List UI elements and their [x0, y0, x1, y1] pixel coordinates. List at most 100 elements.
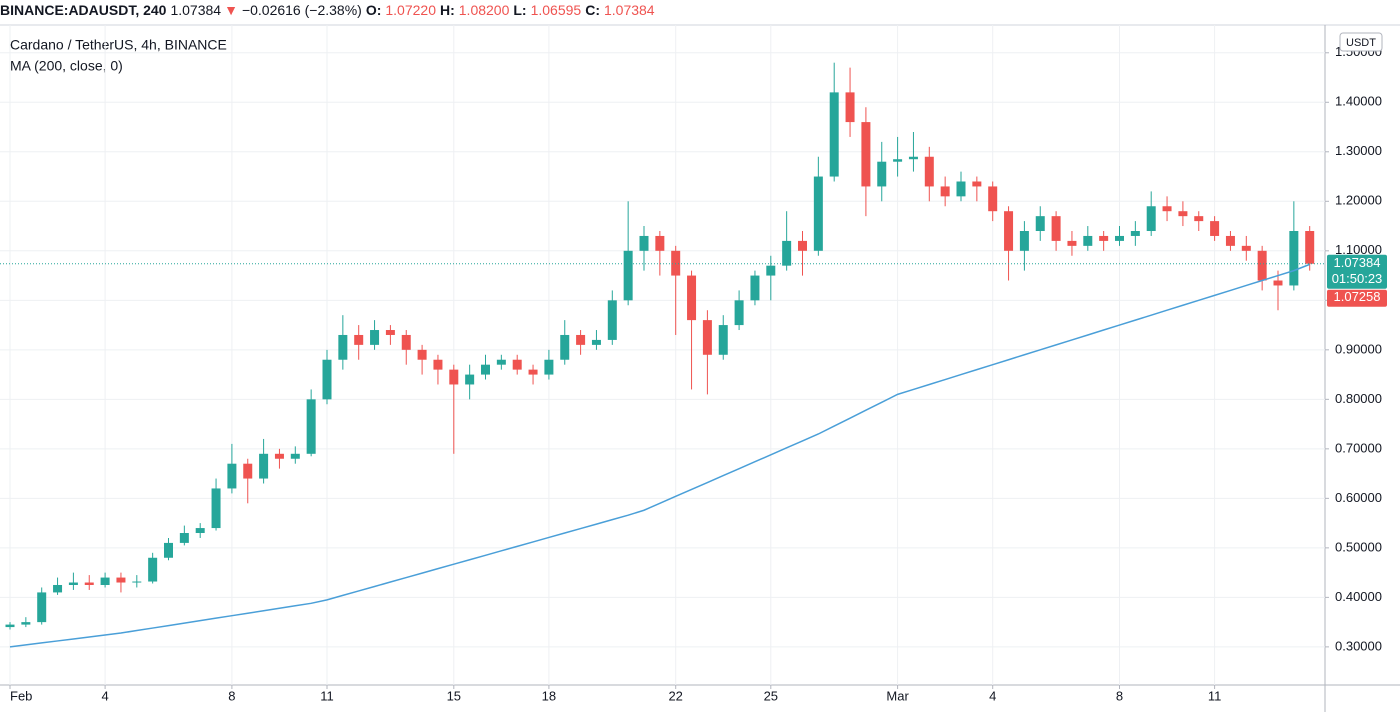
candle-body [829, 92, 839, 177]
ma-legend: MA (200, close, 0) [10, 58, 123, 74]
header-item: C: [585, 2, 600, 18]
candle-body [1004, 211, 1014, 251]
candle-body [639, 235, 649, 251]
candle-body [148, 557, 158, 582]
candle-body [734, 300, 744, 326]
candle-body [718, 325, 728, 355]
header-item: ▼ [224, 2, 238, 18]
y-tick-label: 0.50000 [1335, 539, 1382, 554]
candle-body [449, 369, 459, 385]
x-tick-label: Mar [886, 688, 909, 703]
candle-body [623, 250, 633, 301]
candle-body [21, 622, 31, 625]
countdown-label: 01:50:23 [1332, 271, 1383, 286]
candle-body [1178, 211, 1188, 217]
candle-body [179, 533, 189, 543]
header-item: −0.02616 (−2.38%) [242, 2, 362, 18]
candle-body [877, 161, 887, 187]
candle-body [560, 334, 570, 360]
candle-body [354, 334, 364, 345]
header-item: 1.07220 [385, 2, 436, 18]
candle-body [1115, 235, 1124, 241]
candle-body [988, 186, 998, 212]
candle-body [1210, 221, 1220, 236]
candle-body [1194, 216, 1204, 222]
candle-body [544, 359, 554, 375]
x-tick-label: 4 [101, 688, 108, 703]
candle-body [274, 453, 284, 459]
candle-body [433, 359, 443, 370]
candle-body [1257, 250, 1267, 281]
candle-body [893, 159, 903, 162]
candle-body [908, 156, 918, 160]
candle-body [671, 250, 681, 276]
y-tick-label: 1.40000 [1335, 94, 1382, 109]
x-tick-label: 22 [668, 688, 682, 703]
last-price-tag [1327, 254, 1387, 289]
header-item: BINANCE:ADAUSDT, 240 [0, 2, 167, 18]
candle-body [956, 181, 966, 197]
last-price-label: 1.07384 [1334, 255, 1381, 270]
y-tick-label: 0.70000 [1335, 440, 1382, 455]
candle-body [100, 577, 110, 585]
candle-body [1289, 231, 1299, 286]
chart-legend: Cardano / TetherUS, 4h, BINANCE [10, 37, 227, 53]
candle-body [243, 463, 253, 479]
x-tick-label: Feb [10, 688, 32, 703]
candle-body [1241, 245, 1251, 251]
candle-body [417, 349, 427, 360]
candle-body [338, 334, 348, 360]
candle-body [798, 240, 807, 251]
y-tick-label: 1.10000 [1335, 242, 1382, 257]
header-item: 1.07384 [604, 2, 655, 18]
candle-body [1067, 240, 1077, 246]
candle-body [1099, 235, 1109, 241]
candle-body [1273, 280, 1283, 286]
candle-body [68, 582, 78, 585]
candle-body [1305, 231, 1315, 264]
candle-body [528, 369, 538, 375]
candle-body [370, 330, 380, 345]
candle-body [1035, 216, 1045, 232]
candle-body [512, 359, 522, 370]
candle-body [259, 453, 269, 479]
candle-body [401, 334, 411, 350]
x-tick-label: 25 [764, 688, 778, 703]
candle-body [940, 186, 950, 197]
x-tick-label: 11 [1208, 688, 1222, 703]
candle-body [1083, 235, 1093, 246]
candle-body [845, 92, 855, 123]
y-tick-label: 0.40000 [1335, 589, 1382, 604]
x-tick-label: 18 [542, 688, 556, 703]
header-item: 1.08200 [459, 2, 510, 18]
candle-body [322, 359, 332, 400]
candle-body [496, 359, 506, 365]
candle-body [164, 542, 173, 558]
candle-body [385, 330, 395, 335]
x-tick-label: 8 [1116, 688, 1123, 703]
candle-body [5, 624, 15, 628]
y-tick-label: 1.20000 [1335, 193, 1382, 208]
candle-body [782, 240, 792, 266]
header-item: 1.07384 [170, 2, 221, 18]
candle-body [1130, 231, 1140, 236]
x-tick-label: 15 [447, 688, 461, 703]
ma-price-tag [1327, 289, 1387, 307]
y-tick-label: 0.60000 [1335, 490, 1382, 505]
candle-body [607, 300, 617, 340]
currency-box [1339, 32, 1383, 52]
candle-body [195, 528, 205, 534]
currency-label: USDT [1346, 37, 1376, 49]
candle-body [211, 488, 221, 529]
candle-body [972, 181, 982, 187]
candle-body [53, 584, 63, 593]
candle-body [116, 577, 126, 583]
candle-body [702, 320, 712, 355]
x-tick-label: 11 [320, 688, 334, 703]
candle-body [576, 334, 586, 345]
x-tick-label: 4 [989, 688, 996, 703]
header-item: L: [513, 2, 526, 18]
symbol-header: BINANCE:ADAUSDT, 240 1.07384 ▼ −0.02616 (−2… [0, 2, 655, 18]
ma-price-label: 1.07258 [1334, 289, 1381, 304]
